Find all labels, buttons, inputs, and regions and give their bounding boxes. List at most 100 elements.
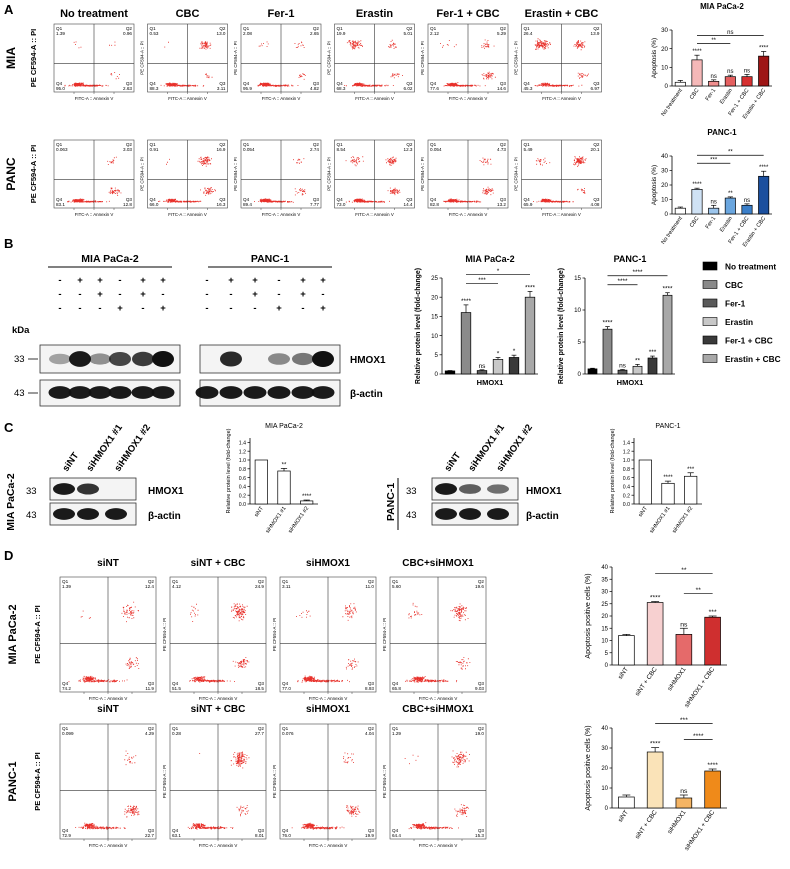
y-tick-label: 10 bbox=[661, 197, 668, 204]
y-tick-label: 40 bbox=[601, 726, 608, 732]
bar bbox=[508, 357, 520, 375]
significance-label: **** bbox=[525, 284, 536, 291]
quadrant-value-q4: 95.9 bbox=[243, 86, 252, 91]
quadrant-value-q2: 12.4 bbox=[145, 584, 154, 589]
treatment-sign: - bbox=[98, 303, 101, 314]
x-category-label: No treatment bbox=[661, 87, 685, 117]
flow-dots bbox=[187, 751, 250, 830]
quadrant-label-q3: Q3 bbox=[406, 197, 413, 202]
quadrant-label-q4: Q4 bbox=[524, 81, 531, 86]
quadrant-label-q1: Q1 bbox=[337, 142, 344, 147]
significance-label: ** bbox=[635, 357, 641, 364]
blot-hmox1 bbox=[199, 344, 341, 374]
bar-chart: PANC-1 0.0 0.2 0.4 0.6 0.8 1.0 1.2 1.4 Relative p… bbox=[610, 423, 702, 535]
quadrant-label-q1: Q1 bbox=[430, 142, 437, 147]
bar bbox=[638, 459, 652, 505]
y-tick-label: 30 bbox=[601, 746, 608, 752]
blot-band bbox=[77, 508, 99, 520]
blot-band bbox=[151, 386, 175, 399]
flow-dots bbox=[254, 158, 306, 203]
quadrant-value-q1: 0.53 bbox=[150, 31, 159, 36]
legend-swatch bbox=[702, 298, 718, 308]
comparison-label: ns bbox=[727, 30, 733, 36]
quadrant-value-q1: 0.054 bbox=[243, 147, 255, 152]
quadrant-label-q4: Q4 bbox=[430, 197, 437, 202]
quadrant-label-q2: Q2 bbox=[258, 726, 265, 731]
quadrant-value-q3: 4.08 bbox=[591, 202, 600, 207]
x-category-label: siHMOX1 #2 bbox=[672, 506, 695, 535]
comparison-label: * bbox=[497, 268, 500, 275]
treatment-sign: + bbox=[252, 289, 258, 300]
treatment-sign: + bbox=[117, 303, 123, 314]
quadrant-value-q1: 5.49 bbox=[524, 147, 533, 152]
significance-label: **** bbox=[759, 45, 769, 51]
quadrant-value-q3: 18.5 bbox=[255, 686, 264, 691]
bar bbox=[675, 797, 693, 809]
quadrant-label-q1: Q1 bbox=[150, 142, 157, 147]
bar bbox=[602, 328, 613, 375]
bar bbox=[617, 369, 628, 375]
blot-band bbox=[69, 351, 91, 367]
quadrant-label-q3: Q3 bbox=[148, 681, 155, 686]
legend-swatch bbox=[702, 354, 718, 363]
flow-x-axis-label: FITC-A :: Annexin V bbox=[449, 96, 488, 101]
significance-label: ns bbox=[744, 198, 750, 204]
significance-label: **** bbox=[650, 595, 661, 602]
treatment-sign: - bbox=[253, 303, 256, 314]
flow-y-axis-label: PE CF594-A :: PI bbox=[382, 618, 387, 651]
blot-band bbox=[267, 386, 291, 399]
legend-label: Erastin + CBC bbox=[725, 354, 781, 364]
cell-line-header: PANC-1 bbox=[251, 253, 289, 265]
quadrant-value-q3: 12.8 bbox=[123, 202, 132, 207]
quadrant-label-q1: Q1 bbox=[62, 726, 69, 731]
significance-label: **** bbox=[602, 320, 613, 327]
y-tick-label: 0.6 bbox=[623, 476, 630, 482]
legend-label: CBC bbox=[725, 280, 743, 290]
bar bbox=[724, 76, 736, 87]
flow-y-axis-label: PE CF594-A :: PI bbox=[420, 41, 425, 74]
protein-label: HMOX1 bbox=[148, 486, 184, 497]
condition-header: No treatment bbox=[60, 8, 128, 20]
treatment-sign: - bbox=[205, 289, 208, 300]
mw-marker: 33 bbox=[406, 486, 417, 497]
row-label: PANC bbox=[4, 157, 18, 190]
quadrant-label-q1: Q1 bbox=[243, 142, 250, 147]
quadrant-label-q1: Q1 bbox=[62, 579, 69, 584]
quadrant-value-q3: 22.7 bbox=[145, 833, 154, 838]
quadrant-label-q1: Q1 bbox=[172, 726, 179, 731]
flow-y-axis-label: PE CF594-A :: PI bbox=[140, 41, 145, 74]
quadrant-label-q3: Q3 bbox=[500, 81, 507, 86]
blot-hmox1 bbox=[431, 477, 519, 501]
blot-band bbox=[243, 386, 267, 399]
bar bbox=[646, 751, 664, 809]
quadrant-label-q3: Q3 bbox=[219, 81, 226, 86]
bar bbox=[675, 634, 693, 666]
bar bbox=[708, 207, 720, 215]
y-tick-label: 5 bbox=[435, 352, 439, 359]
significance-label: ns bbox=[680, 788, 688, 795]
comparison-label: *** bbox=[680, 717, 688, 724]
flow-dot-cloud bbox=[187, 751, 250, 830]
flow-y-axis-label: PE CF594-A :: PI bbox=[514, 41, 519, 74]
quadrant-value-q3: 16.3 bbox=[217, 202, 226, 207]
quadrant-label-q4: Q4 bbox=[243, 197, 250, 202]
flow-x-axis-label: FITC-A :: Annexin V bbox=[75, 212, 114, 217]
blot-band bbox=[195, 386, 219, 399]
quadrant-value-q2: 5.29 bbox=[497, 31, 506, 36]
quadrant-label-q1: Q1 bbox=[56, 26, 63, 31]
bar bbox=[691, 189, 703, 215]
x-category-label: Erastin bbox=[719, 216, 734, 234]
quadrant-label-q2: Q2 bbox=[219, 142, 226, 147]
bar bbox=[632, 365, 643, 375]
quadrant-label-q3: Q3 bbox=[258, 681, 265, 686]
quadrant-value-q3: 4.82 bbox=[310, 86, 319, 91]
flow-x-axis-label: FITC-A :: Annexin V bbox=[89, 843, 128, 848]
bar bbox=[674, 207, 686, 215]
quadrant-value-q3: 13.2 bbox=[497, 202, 506, 207]
bar bbox=[741, 76, 753, 87]
x-category-label: siNT bbox=[638, 505, 650, 518]
